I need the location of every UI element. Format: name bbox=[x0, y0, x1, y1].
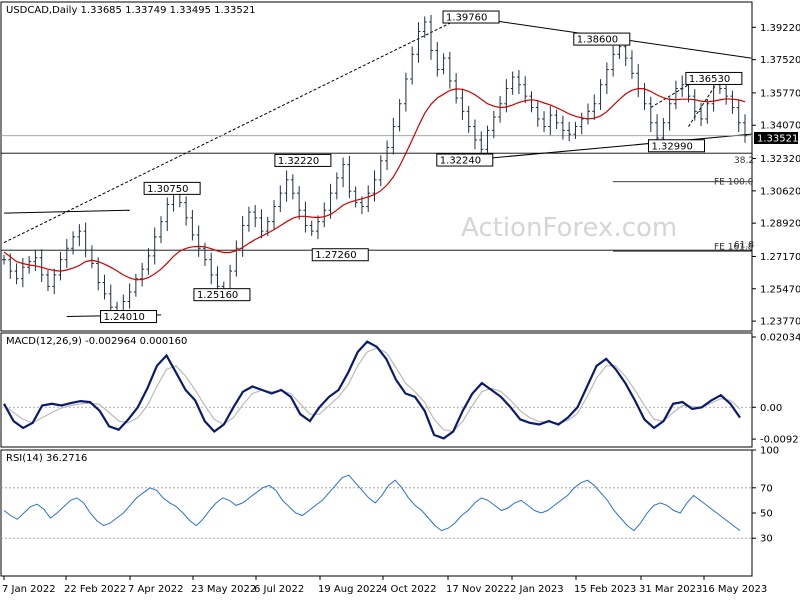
last-price-tag: 1.33521 bbox=[757, 134, 798, 145]
level-label: 1.38600 bbox=[577, 35, 618, 46]
price-panel-title: USDCAD,Daily 1.33685 1.33749 1.33495 1.3… bbox=[6, 5, 256, 16]
level-label-box bbox=[311, 248, 369, 262]
level-label-box bbox=[143, 181, 201, 195]
level-label-box bbox=[274, 153, 332, 167]
rsi-tick-label: 70 bbox=[760, 483, 773, 494]
x-tick-label: 17 Nov 2022 bbox=[446, 584, 510, 595]
level-label: 1.30750 bbox=[147, 184, 188, 195]
y-tick-label: 1.30620 bbox=[760, 186, 800, 197]
x-tick-label: 4 Oct 2022 bbox=[381, 584, 436, 595]
trend-line bbox=[688, 78, 721, 127]
level-label-box bbox=[193, 288, 251, 302]
trend-line bbox=[468, 133, 752, 161]
y-tick-label: 1.32320 bbox=[760, 154, 800, 165]
macd-panel-frame bbox=[0, 332, 753, 448]
x-tick-label: 22 Feb 2022 bbox=[64, 584, 126, 595]
level-label-box bbox=[100, 310, 158, 324]
level-label: 1.32240 bbox=[440, 156, 481, 167]
rsi-line bbox=[3, 474, 741, 532]
y-tick-label: 1.39220 bbox=[760, 23, 800, 34]
rsi-tick-label: 100 bbox=[760, 446, 779, 457]
macd-panel-title: MACD(12,26,9) -0.002964 0.000160 bbox=[6, 336, 187, 347]
y-tick-label: 1.34070 bbox=[760, 121, 800, 132]
y-tick-label: 1.27170 bbox=[760, 252, 800, 263]
level-label: 1.25160 bbox=[197, 290, 238, 301]
level-label: 1.36530 bbox=[689, 74, 730, 85]
trend-line bbox=[3, 16, 463, 244]
level-label-box bbox=[442, 10, 500, 24]
macd-tick-label: 0.020349 bbox=[760, 332, 800, 343]
fib-label: 61.8 bbox=[734, 240, 754, 250]
price-panel-frame bbox=[0, 1, 753, 332]
fib-label: FE 100.0 bbox=[714, 178, 754, 188]
level-label-box bbox=[573, 32, 631, 46]
macd-tick-label: -0.009215 bbox=[760, 435, 800, 446]
x-tick-label: 2 Jan 2023 bbox=[510, 584, 564, 595]
x-tick-label: 19 Aug 2022 bbox=[318, 584, 382, 595]
macd-line bbox=[3, 340, 741, 440]
level-label-box bbox=[685, 71, 743, 85]
y-tick-label: 1.23770 bbox=[760, 317, 800, 328]
level-label-box bbox=[648, 139, 706, 153]
x-tick-label: 7 Apr 2022 bbox=[128, 584, 183, 595]
fib-label: 38.2 bbox=[734, 156, 754, 166]
y-tick-label: 1.28920 bbox=[760, 219, 800, 230]
moving-average-line bbox=[3, 87, 746, 281]
rsi-tick-label: 50 bbox=[760, 509, 773, 520]
time-axis: 7 Jan 2022 22 Feb 2022 7 Apr 2022 23 May 20… bbox=[2, 576, 767, 595]
level-label: 1.27260 bbox=[315, 250, 356, 261]
rsi-series: 100 70 50 30 bbox=[1, 446, 779, 545]
x-tick-label: 6 Jul 2022 bbox=[254, 584, 304, 595]
y-tick-label: 1.25470 bbox=[760, 284, 800, 295]
y-tick-label: 1.37520 bbox=[760, 55, 800, 66]
level-label: 1.24010 bbox=[104, 312, 145, 323]
x-tick-label: 31 Mar 2023 bbox=[639, 584, 702, 595]
x-tick-label: 16 May 2023 bbox=[702, 584, 767, 595]
level-labels: 1.39760 1.38600 1.36530 1.32990 1.32240 1.322… bbox=[100, 10, 754, 324]
x-tick-label: 15 Feb 2023 bbox=[574, 584, 636, 595]
last-price-tag-bg bbox=[754, 132, 798, 144]
rsi-panel-title: RSI(14) 36.2716 bbox=[6, 453, 87, 464]
y-tick-label: 1.35770 bbox=[760, 88, 800, 99]
fib-label: FE 161.8 bbox=[714, 242, 754, 252]
level-label: 1.39760 bbox=[446, 13, 487, 24]
macd-tick-label: 0.00 bbox=[760, 403, 782, 414]
watermark: ActionForex.com bbox=[461, 213, 677, 243]
trend-line bbox=[3, 209, 130, 214]
level-label: 1.32990 bbox=[652, 141, 693, 152]
level-label: 1.32220 bbox=[278, 156, 319, 167]
macd-series: 0.020349 0.00 -0.009215 bbox=[1, 332, 800, 446]
x-tick-label: 7 Jan 2022 bbox=[2, 584, 56, 595]
price-axis: 1.39220 1.37520 1.35770 1.34070 1.32320 1.306… bbox=[752, 23, 800, 328]
level-label-box bbox=[436, 153, 494, 167]
rsi-tick-label: 30 bbox=[760, 534, 773, 545]
x-tick-label: 23 May 2022 bbox=[191, 584, 256, 595]
